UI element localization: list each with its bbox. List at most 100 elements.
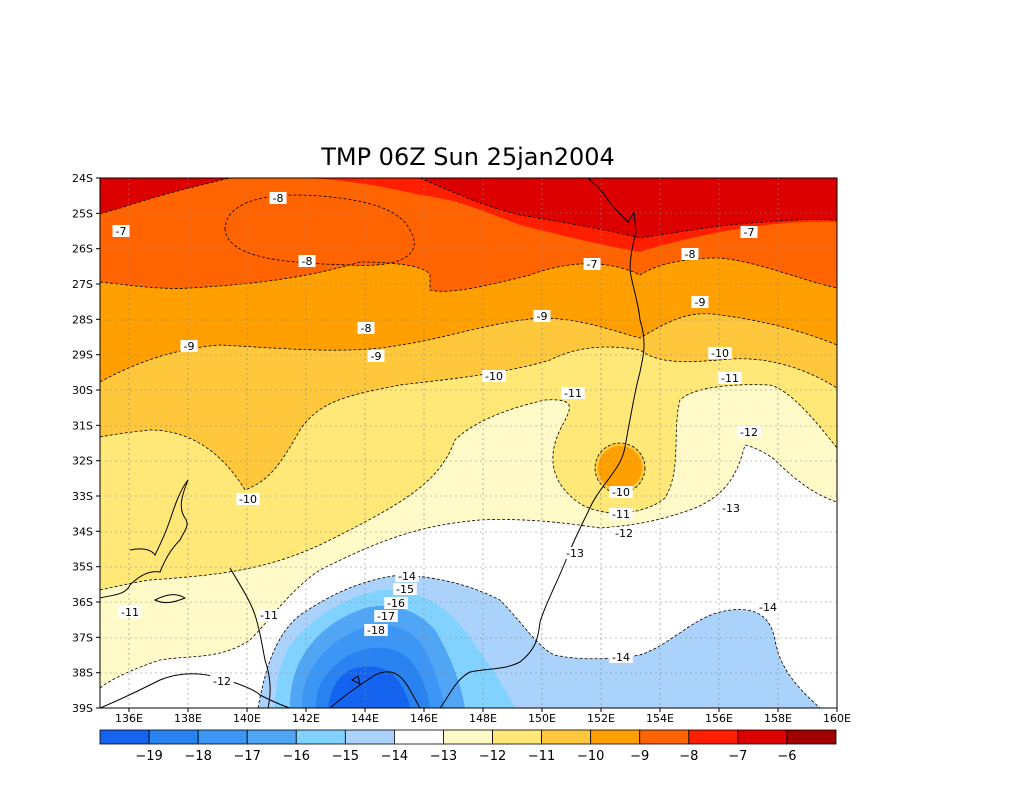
- contour-label: -7: [112, 225, 130, 238]
- lat-label: 33S: [72, 490, 93, 503]
- map-title: TMP 06Z Sun 25jan2004: [320, 143, 615, 171]
- colorbar-swatch: [148, 729, 199, 745]
- contour-label: -7: [583, 258, 601, 271]
- contour-label: -15: [393, 583, 417, 596]
- lat-label: 24S: [72, 172, 93, 185]
- contour-label-bg: [737, 426, 761, 438]
- lon-label: 156E: [705, 712, 733, 725]
- contour-label-text: -11: [612, 508, 630, 521]
- contour-label: -11: [118, 606, 142, 619]
- contour-label-bg: [482, 370, 506, 382]
- contour-label: -9: [367, 350, 385, 363]
- contour-label: -9: [691, 296, 709, 309]
- contour-label: -8: [681, 248, 699, 261]
- contour-label-bg: [395, 570, 419, 582]
- contour-label-text: -11: [121, 606, 139, 619]
- lon-label: 148E: [469, 712, 497, 725]
- contour-label-text: -13: [722, 502, 740, 515]
- colorbar-swatch: [99, 729, 150, 745]
- contour-label: -14: [395, 570, 419, 583]
- contour-label-text: -9: [371, 350, 382, 363]
- colorbar-label: −7: [728, 749, 747, 764]
- contour-label-bg: [112, 225, 130, 237]
- contour-label-text: -9: [184, 340, 195, 353]
- contour-label-text: -9: [537, 310, 548, 323]
- lat-label: 32S: [72, 455, 93, 468]
- colorbar-label: −11: [528, 749, 555, 764]
- colorbar-swatch: [197, 729, 248, 745]
- contour-label: -10: [236, 493, 260, 506]
- colorbar-label: −6: [777, 749, 796, 764]
- contour-label-text: -15: [396, 583, 414, 596]
- contour-label-bg: [210, 675, 234, 687]
- colorbar-label: −14: [381, 749, 408, 764]
- lon-label: 144E: [351, 712, 379, 725]
- colorbar-label: −19: [135, 749, 162, 764]
- contour-label: -11: [561, 387, 585, 400]
- contour-label-bg: [609, 486, 633, 498]
- contour-label-text: -8: [685, 248, 696, 261]
- contour-label-bg: [583, 258, 601, 270]
- colorbar-swatch: [639, 729, 690, 745]
- contour-label-text: -10: [485, 370, 503, 383]
- contour-label-text: -8: [361, 322, 372, 335]
- lat-label: 28S: [72, 313, 93, 326]
- contour-label: -12: [737, 426, 761, 439]
- contour-label-text: -14: [759, 601, 777, 614]
- lat-label: 25S: [72, 207, 93, 220]
- contour-label-text: -12: [740, 426, 758, 439]
- pocket-dark-orange: [225, 195, 415, 266]
- contour-label: -11: [718, 372, 742, 385]
- lon-label: 136E: [115, 712, 143, 725]
- lat-label: 36S: [72, 596, 93, 609]
- colorbar-label: −18: [184, 749, 211, 764]
- contour-label-text: -7: [587, 258, 598, 271]
- colorbar-swatch: [393, 729, 444, 745]
- lat-label: 38S: [72, 667, 93, 680]
- contour-label-bg: [367, 350, 385, 362]
- contour-label-text: -12: [213, 675, 231, 688]
- gridlines: [100, 178, 837, 708]
- contour-label-text: -11: [721, 372, 739, 385]
- lat-label: 37S: [72, 631, 93, 644]
- lon-label: 138E: [174, 712, 202, 725]
- contour-label-bg: [236, 493, 260, 505]
- contour-label: -14: [756, 601, 780, 614]
- lon-label: 150E: [528, 712, 556, 725]
- colorbar-swatch: [737, 729, 788, 745]
- contour-label-text: -11: [564, 387, 582, 400]
- contour-label-bg: [118, 606, 142, 618]
- contour-label-text: -7: [116, 225, 127, 238]
- contour-labels: -8 -7 -8 -7 -8 -7 -8 -9 -9 -9 -9 -10 -10 -11 -11 -12 -10…: [112, 192, 780, 688]
- contour-label: -12: [612, 527, 636, 540]
- colorbar-swatch: [295, 729, 346, 745]
- band-dark-red: [420, 178, 837, 238]
- lon-label: 158E: [764, 712, 792, 725]
- contour-label-bg: [374, 610, 398, 622]
- contour-label: -13: [563, 547, 587, 560]
- colorbar-label: −12: [479, 749, 506, 764]
- contour-label-bg: [681, 248, 699, 260]
- colorbar-swatch: [443, 729, 493, 745]
- latitude-labels: 24S 25S 26S 27S 28S 29S 30S 31S 32S 33S 34S 35S 36S 3…: [72, 172, 100, 715]
- warm-blob-core: [598, 446, 642, 490]
- contour-label: -10: [708, 347, 732, 360]
- contour-label-bg: [756, 601, 780, 613]
- colorbar-swatch: [590, 729, 641, 745]
- contour-label-bg: [561, 387, 585, 399]
- contour-label-bg: [384, 597, 408, 609]
- contour-label-bg: [609, 508, 633, 520]
- plot-frame: [99, 177, 838, 709]
- contour-label-bg: [269, 192, 287, 204]
- band-dark-red-left: [100, 178, 230, 214]
- contour-label-bg: [180, 340, 198, 352]
- colorbar-label: −8: [679, 749, 698, 764]
- contour-label-text: -14: [398, 570, 416, 583]
- lon-label: 152E: [587, 712, 615, 725]
- contour-label-text: -9: [695, 296, 706, 309]
- contour-label-bg: [533, 310, 551, 322]
- lat-label: 31S: [72, 419, 93, 432]
- contour-label-bg: [740, 226, 758, 238]
- lon-label: 140E: [233, 712, 261, 725]
